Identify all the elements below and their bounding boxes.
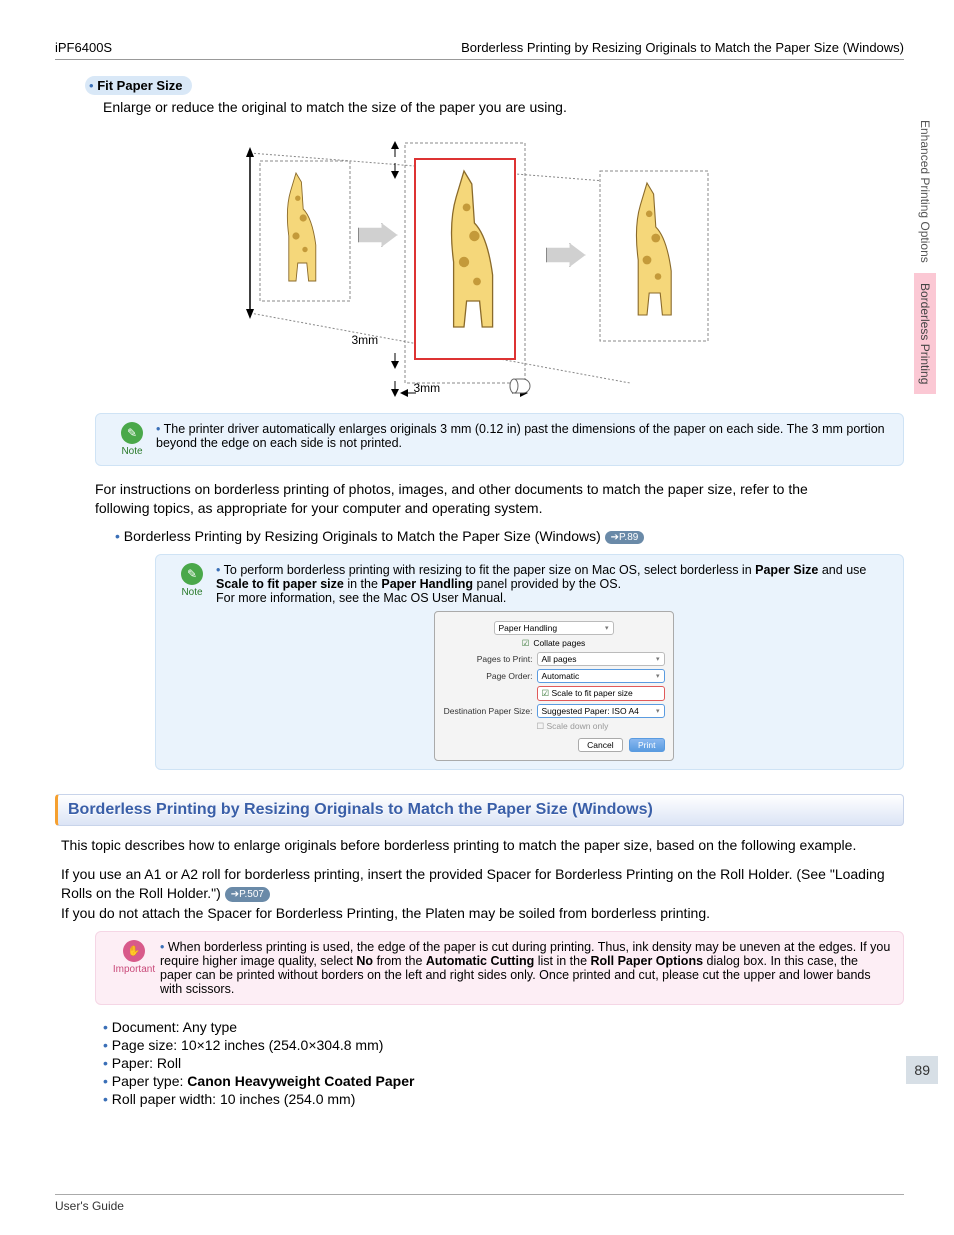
header-left: iPF6400S: [55, 40, 112, 55]
section-title: Borderless Printing by Resizing Original…: [68, 801, 893, 819]
footer: User's Guide: [55, 1194, 904, 1213]
note2-paperhandling: Paper Handling: [381, 577, 473, 591]
dim-label-top: 3mm: [352, 333, 379, 347]
fit-title-text: Fit Paper Size: [97, 78, 182, 93]
note-block-2: ✎ Note • To perform borderless printing …: [155, 554, 904, 770]
print-button[interactable]: Print: [629, 738, 664, 752]
bullet-papertype-label: Paper type:: [112, 1073, 188, 1089]
fit-paper-size-heading: • Fit Paper Size: [85, 76, 192, 95]
note2-line1c: and use: [822, 563, 866, 577]
fit-description: Enlarge or reduce the original to match …: [103, 99, 904, 115]
mac-pages-select[interactable]: All pages▾: [537, 652, 665, 666]
mac-order-select[interactable]: Automatic▾: [537, 669, 665, 683]
link-borderless-windows[interactable]: Borderless Printing by Resizing Original…: [124, 528, 601, 544]
section-p3: If you do not attach the Spacer for Bord…: [61, 904, 898, 923]
bullet-paper: Paper: Roll: [112, 1055, 181, 1071]
note2-scale: Scale to fit paper size: [216, 577, 344, 591]
note2-line1e: in the: [347, 577, 381, 591]
imp-no: No: [356, 954, 373, 968]
bullet-papertype-value: Canon Heavyweight Coated Paper: [187, 1073, 414, 1089]
note-label: Note: [108, 446, 156, 457]
side-tab-enhanced[interactable]: Enhanced Printing Options: [914, 110, 936, 273]
imp-text2: from the: [377, 954, 426, 968]
bullet-pagesize: Page size: 10×12 inches (254.0×304.8 mm): [112, 1037, 384, 1053]
mac-scale-check[interactable]: ☑ Scale to fit paper size: [537, 686, 665, 701]
note2-papersize: Paper Size: [755, 563, 818, 577]
cancel-button[interactable]: Cancel: [578, 738, 622, 752]
bullet-dot-icon: •: [89, 78, 94, 93]
page-number: 89: [906, 1056, 938, 1084]
note2-line2: For more information, see the Mac OS Use…: [216, 591, 891, 605]
imp-text3: list in the: [538, 954, 591, 968]
imp-auto: Automatic Cutting: [426, 954, 534, 968]
section-p2a: If you use an A1 or A2 roll for borderle…: [61, 866, 885, 901]
resize-diagram: 3mm 3mm: [200, 123, 760, 403]
section-p1: This topic describes how to enlarge orig…: [61, 836, 898, 855]
dim-label-bottom: 3mm: [414, 381, 441, 395]
note-icon: ✎: [121, 422, 143, 444]
important-label: Important: [108, 964, 160, 975]
important-icon: ✋: [123, 940, 145, 962]
mac-dialog: Paper Handling▾ ☑ Collate pages Pages to…: [434, 611, 674, 761]
note2-line1a: To perform borderless printing with resi…: [224, 563, 756, 577]
mac-dest-value: Suggested Paper: ISO A4: [542, 706, 639, 716]
example-bullet-list: • Document: Any type • Page size: 10×12 …: [103, 1019, 904, 1107]
diagram-svg: [200, 123, 760, 403]
mac-pages-label: Pages to Print:: [443, 654, 533, 664]
page-ref-89[interactable]: ➔P.89: [605, 531, 645, 544]
mac-pages-value: All pages: [542, 654, 577, 664]
page-ref-507[interactable]: ➔P.507: [225, 887, 270, 903]
side-tab-borderless[interactable]: Borderless Printing: [914, 273, 936, 394]
note-label: Note: [168, 587, 216, 598]
mac-scale-text: Scale to fit paper size: [552, 688, 633, 698]
mac-order-value: Automatic: [542, 671, 580, 681]
header-right: Borderless Printing by Resizing Original…: [461, 40, 904, 55]
note-icon: ✎: [181, 563, 203, 585]
mac-order-label: Page Order:: [443, 671, 533, 681]
mac-dest-label: Destination Paper Size:: [443, 706, 533, 716]
side-tabs: Enhanced Printing Options Borderless Pri…: [914, 110, 936, 394]
imp-roll: Roll Paper Options: [591, 954, 704, 968]
note1-text: The printer driver automatically enlarge…: [156, 422, 885, 450]
note-block-1: ✎ Note • The printer driver automaticall…: [95, 413, 904, 466]
mac-scaledown: ☐ Scale down only: [537, 721, 609, 732]
mac-header-select[interactable]: Paper Handling▾: [494, 621, 614, 635]
check-icon[interactable]: ☑: [522, 638, 530, 649]
mac-header-text: Paper Handling: [499, 623, 558, 633]
bullet-rollwidth: Roll paper width: 10 inches (254.0 mm): [112, 1091, 356, 1107]
bullet-document: Document: Any type: [112, 1019, 237, 1035]
section-header: Borderless Printing by Resizing Original…: [55, 794, 904, 826]
important-block: ✋ Important • When borderless printing i…: [95, 931, 904, 1005]
mac-collate: Collate pages: [533, 638, 585, 648]
mac-dest-select[interactable]: Suggested Paper: ISO A4▾: [537, 704, 665, 718]
instructions-text: For instructions on borderless printing …: [95, 480, 864, 518]
note2-line1g: panel provided by the OS.: [477, 577, 622, 591]
